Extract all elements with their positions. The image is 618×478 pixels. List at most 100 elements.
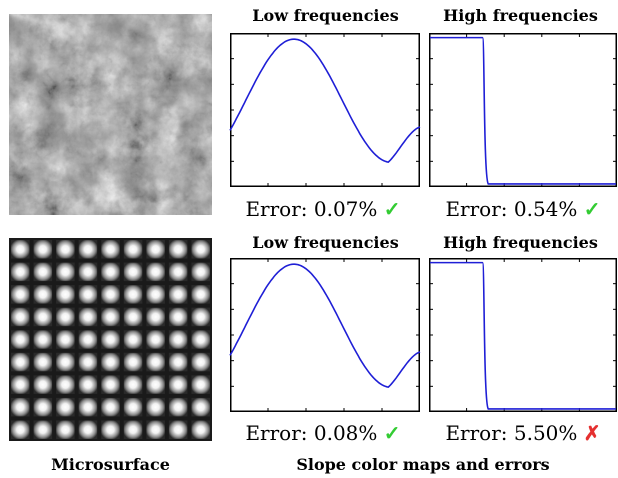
bump-cell (191, 240, 210, 259)
bump-cell (78, 375, 98, 394)
bump-cell (123, 240, 143, 259)
bump-cell (146, 240, 165, 259)
bump-cell (78, 307, 98, 327)
series-line (229, 263, 421, 388)
error-row1-low: Error: 0.07% ✓ (228, 197, 418, 221)
bump-cell (101, 420, 120, 439)
plot-frame (230, 33, 420, 187)
bump-cell (191, 307, 210, 327)
error-value: Error: 0.07% (245, 197, 378, 221)
plot-frame (230, 258, 420, 412)
bump-cell (56, 397, 75, 417)
bump-cell (101, 375, 120, 394)
bump-cell (146, 285, 165, 304)
bump-cell (123, 285, 143, 304)
plot-row1-high (429, 33, 617, 187)
caption-slope-maps: Slope color maps and errors (296, 455, 550, 474)
bump-cell (56, 285, 75, 304)
bump-cell (56, 352, 75, 372)
bump-cell (146, 307, 165, 327)
bump-cell (11, 330, 30, 349)
bump-cell (168, 285, 188, 304)
bump-cell (11, 352, 30, 372)
plot-title-high-frequencies: High frequencies (443, 233, 598, 252)
bump-cell (11, 307, 30, 327)
bump-cell (168, 240, 188, 259)
bump-cell (123, 420, 143, 439)
bump-cell (168, 307, 188, 327)
bump-cell (78, 240, 98, 259)
plot-row2-high (429, 258, 617, 412)
microsurface-grid-image (9, 238, 212, 441)
bump-cell (191, 352, 210, 372)
bump-cell (56, 262, 75, 282)
bump-cell (33, 352, 53, 372)
bump-cell (168, 262, 188, 282)
plot-title-low-frequencies: Low frequencies (252, 6, 399, 25)
bump-cell (78, 420, 98, 439)
plot-row1-low (229, 33, 421, 187)
bump-cell (168, 397, 188, 417)
bump-cell (33, 420, 53, 439)
bump-cell (11, 262, 30, 282)
error-row2-high: Error: 5.50% ✗ (428, 421, 618, 445)
error-value: Error: 5.50% (445, 421, 578, 445)
bump-cell (101, 397, 120, 417)
bump-cell (123, 375, 143, 394)
error-value: Error: 0.08% (245, 421, 378, 445)
bump-cell (101, 285, 120, 304)
bump-cell (191, 397, 210, 417)
error-value: Error: 0.54% (445, 197, 578, 221)
bump-cell (33, 397, 53, 417)
bump-cell (101, 330, 120, 349)
bump-cell (33, 240, 53, 259)
bump-cell (33, 375, 53, 394)
bump-cell (33, 285, 53, 304)
bump-cell (146, 420, 165, 439)
bump-cell (123, 262, 143, 282)
plot-title-high-frequencies: High frequencies (443, 6, 598, 25)
bump-cell (11, 375, 30, 394)
bump-cell (56, 375, 75, 394)
bump-cell (56, 307, 75, 327)
bump-cell (191, 420, 210, 439)
check-icon: ✓ (383, 197, 401, 221)
bump-cell (168, 375, 188, 394)
error-row2-low: Error: 0.08% ✓ (228, 421, 418, 445)
error-row1-high: Error: 0.54% ✓ (428, 197, 618, 221)
series-line (229, 38, 421, 163)
bump-cell (123, 330, 143, 349)
bump-cell (168, 352, 188, 372)
bump-cell (191, 375, 210, 394)
bump-cell (101, 307, 120, 327)
bump-cell (11, 420, 30, 439)
bump-cell (101, 352, 120, 372)
series-line (430, 36, 616, 185)
bump-cell (78, 262, 98, 282)
bump-cell (78, 330, 98, 349)
plot-title-low-frequencies: Low frequencies (252, 233, 399, 252)
bump-cell (146, 330, 165, 349)
bump-cell (146, 262, 165, 282)
bump-cell (101, 240, 120, 259)
bump-cell (123, 307, 143, 327)
bump-cell (78, 397, 98, 417)
bump-cell (11, 285, 30, 304)
bump-cell (78, 285, 98, 304)
bump-cell (33, 330, 53, 349)
bump-cell (101, 262, 120, 282)
bump-cell (56, 420, 75, 439)
bump-cell (11, 397, 30, 417)
bump-cell (33, 262, 53, 282)
bump-cell (168, 420, 188, 439)
plot-frame (429, 33, 617, 187)
check-icon: ✓ (583, 197, 601, 221)
bump-cell (191, 285, 210, 304)
bump-cell (11, 240, 30, 259)
bump-cell (146, 397, 165, 417)
microsurface-rock-image (9, 14, 212, 215)
bump-cell (191, 330, 210, 349)
bump-cell (146, 352, 165, 372)
caption-microsurface: Microsurface (51, 455, 170, 474)
bump-cell (191, 262, 210, 282)
